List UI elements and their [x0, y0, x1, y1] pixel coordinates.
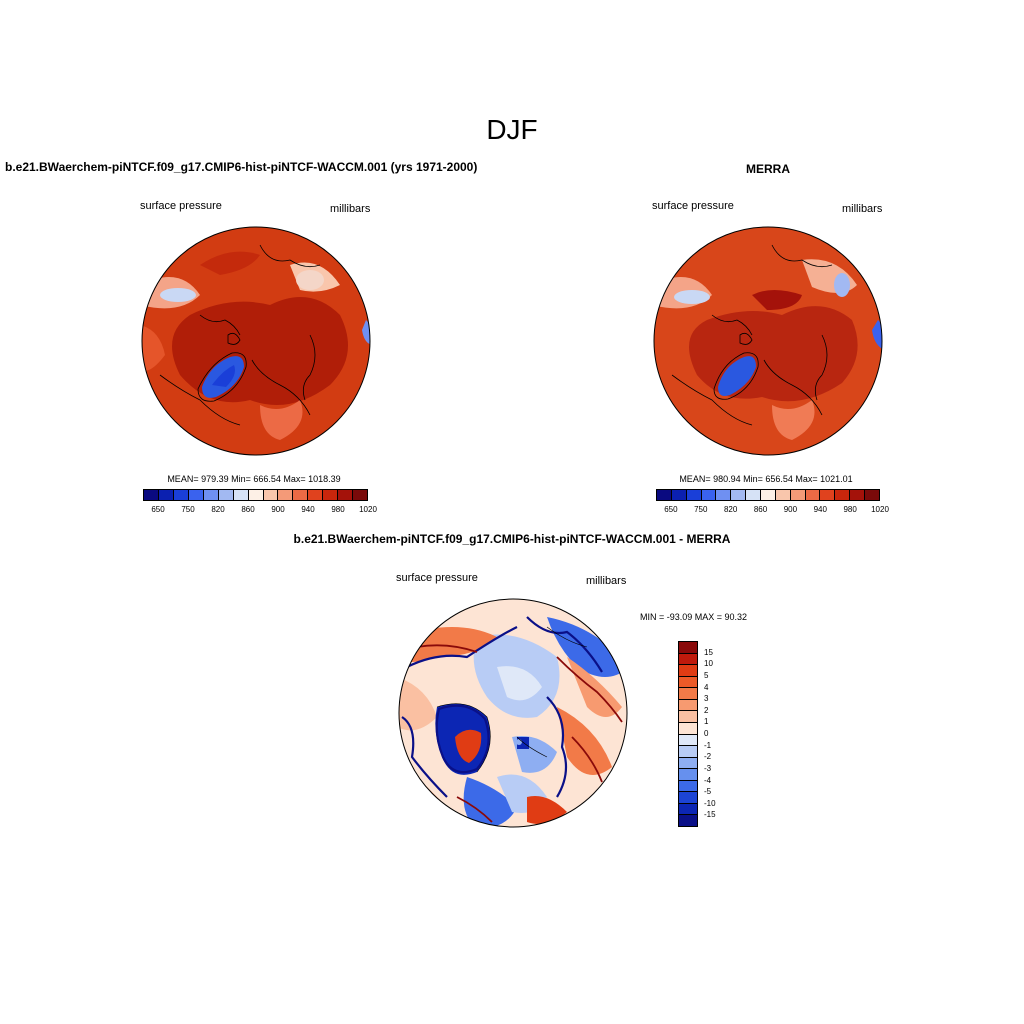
colorbar-cell — [337, 490, 353, 500]
colorbar-cell — [262, 490, 278, 500]
colorbar-cell — [187, 490, 203, 500]
model-colorbar-ticks: 650 750 820 860 900 940 980 1020 — [143, 505, 377, 517]
colorbar-tick-label: 15 — [704, 647, 713, 657]
colorbar-cell — [679, 802, 697, 815]
colorbar-tick-label: 2 — [704, 705, 709, 715]
model-stats: MEAN= 979.39 Min= 666.54 Max= 1018.39 — [167, 474, 341, 484]
colorbar-cell — [277, 490, 293, 500]
colorbar-cell — [679, 687, 697, 699]
colorbar-tick-label: 650 — [664, 505, 678, 514]
obs-units-label: millibars — [842, 203, 883, 215]
obs-polar-map — [653, 226, 883, 456]
colorbar-cell — [789, 490, 805, 500]
colorbar-tick-label: -3 — [704, 763, 712, 773]
colorbar-tick-label: 860 — [753, 505, 768, 514]
colorbar-cell — [685, 490, 701, 500]
colorbar-cell — [322, 490, 338, 500]
colorbar-cell — [864, 490, 879, 500]
colorbar-cell — [679, 675, 697, 688]
diff-panel-title: b.e21.BWaerchem-piNTCF.f09_g17.CMIP6-his… — [293, 532, 731, 546]
colorbar-cell — [745, 490, 761, 500]
colorbar-cell — [700, 490, 716, 500]
obs-colorbar — [656, 489, 880, 501]
colorbar-tick-label: 940 — [813, 505, 827, 514]
colorbar-cell — [849, 490, 865, 500]
colorbar-cell — [679, 814, 697, 826]
colorbar-cell — [352, 490, 368, 500]
colorbar-cell — [730, 490, 746, 500]
model-units-label: millibars — [330, 203, 371, 215]
colorbar-tick-label: 1020 — [359, 505, 377, 514]
colorbar-cell — [774, 490, 790, 500]
diff-colorbar-ticks: 15 10 5 4 3 2 1 0 -1 -2 -3 -4 -5 -10 -15 — [704, 641, 734, 827]
colorbar-tick-label: 980 — [843, 505, 857, 514]
colorbar-tick-label: 860 — [241, 505, 255, 514]
colorbar-tick-label: -4 — [704, 775, 712, 785]
colorbar-tick-label: -10 — [704, 798, 716, 808]
colorbar-cell — [292, 490, 308, 500]
colorbar-tick-label: 1020 — [871, 505, 889, 514]
colorbar-tick-label: 750 — [181, 505, 195, 514]
diff-stats: MIN = -93.09 MAX = 90.32 — [640, 612, 748, 622]
obs-colorbar-ticks: 650 750 820 860 900 940 980 1020 — [656, 505, 889, 517]
colorbar-cell — [819, 490, 835, 500]
colorbar-cell — [679, 721, 697, 734]
obs-variable-label: surface pressure — [652, 200, 734, 212]
diff-polar-map — [398, 598, 628, 828]
figure-title: DJF — [486, 114, 538, 145]
colorbar-cell — [679, 791, 697, 803]
colorbar-tick-label: 5 — [704, 670, 709, 680]
colorbar-tick-label: 980 — [331, 505, 345, 514]
colorbar-cell — [307, 490, 323, 500]
colorbar-tick-label: 10 — [704, 659, 713, 669]
model-polar-map — [141, 226, 371, 456]
colorbar-cell — [679, 733, 697, 746]
colorbar-cell — [144, 490, 158, 500]
colorbar-cell — [679, 642, 697, 653]
colorbar-cell — [157, 490, 173, 500]
colorbar-tick-label: 820 — [211, 505, 225, 514]
colorbar-cell — [202, 490, 218, 500]
colorbar-cell — [679, 698, 697, 711]
obs-stats: MEAN= 980.94 Min= 656.54 Max= 1021.01 — [679, 474, 853, 484]
model-colorbar — [143, 489, 368, 501]
diff-variable-label: surface pressure — [396, 572, 478, 584]
colorbar-tick-label: 940 — [301, 505, 315, 514]
colorbar-cell — [670, 490, 686, 500]
colorbar-cell — [247, 490, 263, 500]
colorbar-tick-label: 750 — [694, 505, 708, 514]
colorbar-cell — [679, 745, 697, 757]
model-panel-title: b.e21.BWaerchem-piNTCF.f09_g17.CMIP6-his… — [5, 160, 478, 174]
model-variable-label: surface pressure — [140, 200, 222, 212]
colorbar-cell — [172, 490, 188, 500]
colorbar-tick-label: -15 — [704, 810, 716, 820]
colorbar-cell — [679, 756, 697, 769]
colorbar-tick-label: -1 — [704, 740, 712, 750]
colorbar-cell — [834, 490, 850, 500]
colorbar-tick-label: 900 — [783, 505, 798, 514]
obs-panel-title: MERRA — [746, 162, 790, 176]
colorbar-cell — [804, 490, 820, 500]
colorbar-cell — [217, 490, 233, 500]
colorbar-tick-label: 650 — [151, 505, 165, 514]
colorbar-cell — [679, 768, 697, 780]
diff-colorbar — [678, 641, 698, 827]
colorbar-tick-label: -2 — [704, 752, 712, 762]
colorbar-cell — [657, 490, 671, 500]
colorbar-cell — [679, 710, 697, 722]
colorbar-cell — [679, 652, 697, 665]
colorbar-cell — [760, 490, 775, 500]
colorbar-tick-label: 3 — [704, 694, 709, 704]
colorbar-cell — [232, 490, 248, 500]
colorbar-tick-label: 1 — [704, 717, 709, 727]
diff-units-label: millibars — [586, 575, 627, 587]
colorbar-tick-label: 820 — [723, 505, 738, 514]
colorbar-tick-label: 0 — [704, 729, 709, 738]
colorbar-tick-label: 900 — [271, 505, 285, 514]
colorbar-tick-label: 4 — [704, 682, 709, 692]
colorbar-cell — [679, 664, 697, 676]
colorbar-cell — [715, 490, 731, 500]
colorbar-tick-label: -5 — [704, 787, 712, 797]
colorbar-cell — [679, 779, 697, 792]
